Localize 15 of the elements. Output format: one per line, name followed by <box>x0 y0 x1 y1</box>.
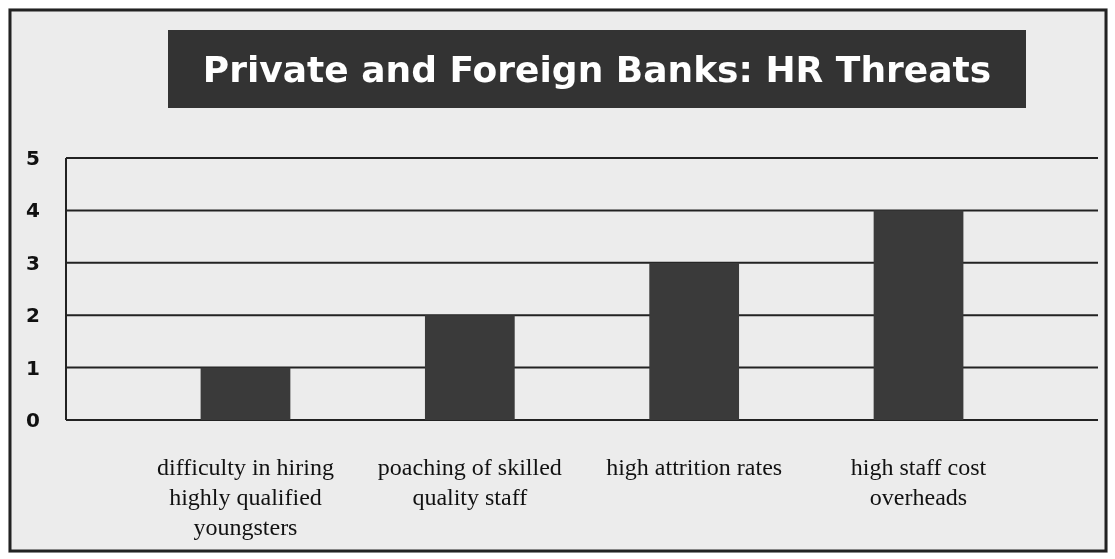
y-tick-label: 0 <box>26 408 40 432</box>
y-tick-label: 4 <box>26 198 40 223</box>
x-tick-label: high staff cost overheads <box>850 454 987 510</box>
chart-title: Private and Foreign Banks: HR Threats <box>202 49 992 90</box>
y-tick-label: 3 <box>26 250 40 275</box>
y-tick-label: 5 <box>26 146 40 170</box>
y-tick-label: 2 <box>26 303 40 328</box>
bar <box>873 210 964 420</box>
x-tick-label: poaching of skilled quality staff <box>377 454 562 510</box>
x-tick-label: high attrition rates <box>606 454 783 480</box>
y-tick-label: 1 <box>26 355 40 380</box>
bar <box>649 262 740 420</box>
x-tick-label: difficulty in hiring highly qualified youngsters <box>157 454 334 540</box>
bar <box>424 315 515 420</box>
bar <box>200 367 291 420</box>
